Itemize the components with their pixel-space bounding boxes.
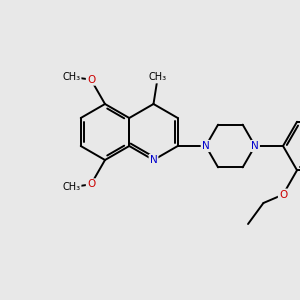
Text: N: N (150, 155, 158, 165)
Text: O: O (87, 75, 95, 85)
Text: N: N (202, 141, 210, 151)
Text: CH₃: CH₃ (62, 72, 80, 82)
Text: O: O (279, 190, 287, 200)
Text: O: O (87, 179, 95, 189)
Text: CH₃: CH₃ (148, 72, 167, 82)
Text: CH₃: CH₃ (62, 182, 80, 192)
Text: N: N (202, 141, 210, 151)
Text: N: N (251, 141, 259, 151)
